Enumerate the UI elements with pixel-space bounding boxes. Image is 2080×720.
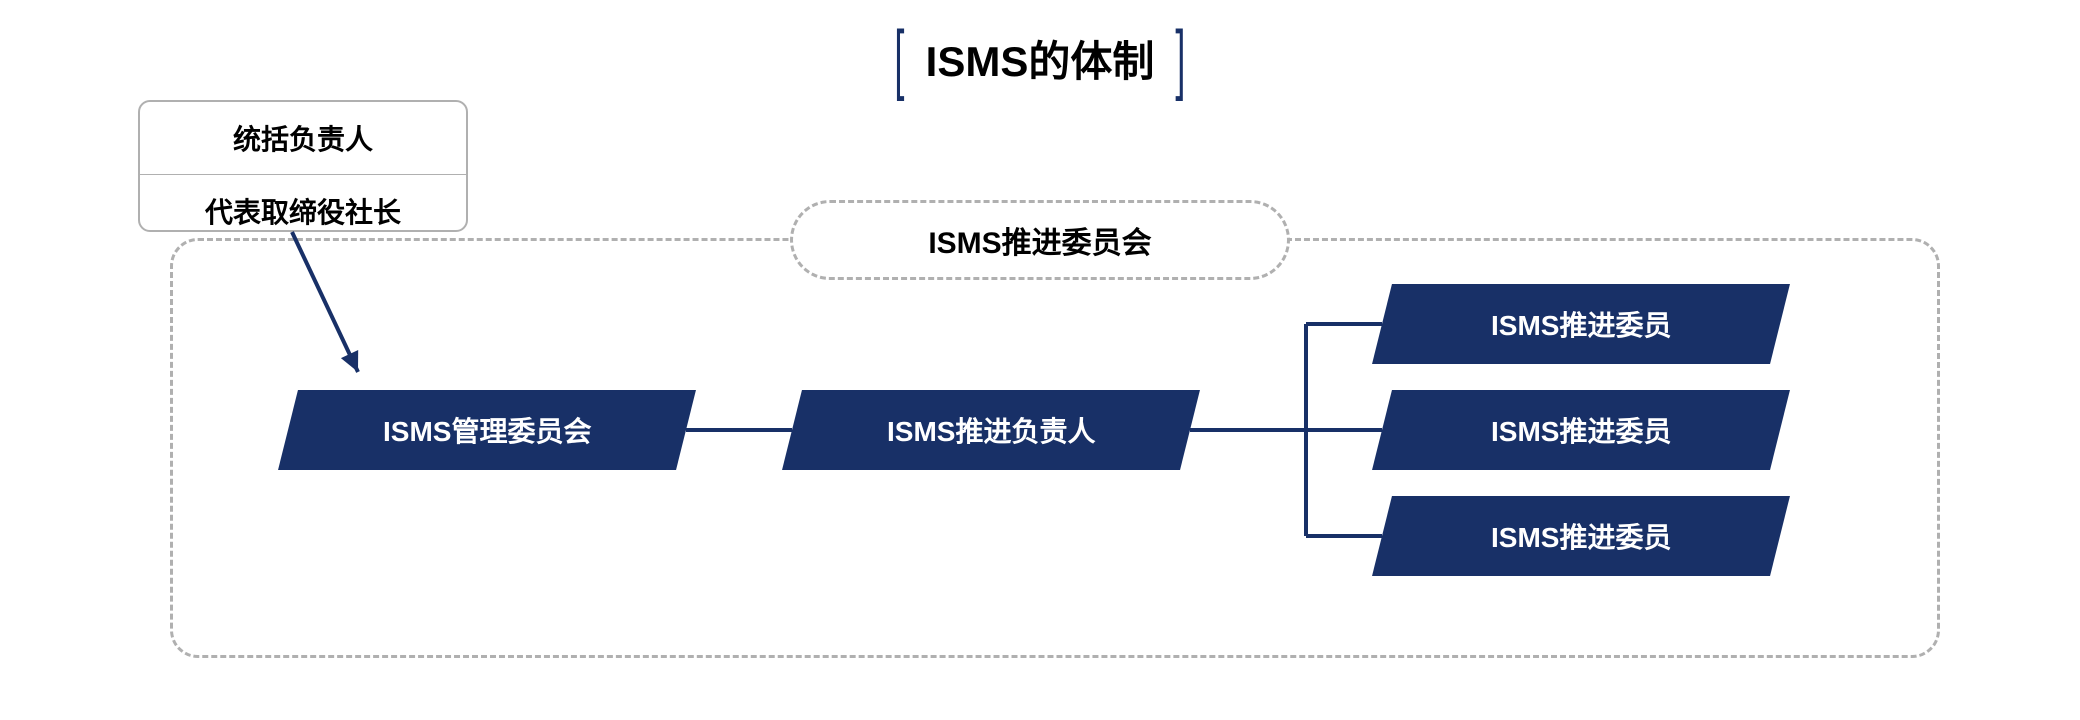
- node-promotion-leader: ISMS推进负责人: [782, 390, 1200, 470]
- node-member-label: ISMS推进委员: [1491, 410, 1671, 450]
- node-promotion-member: ISMS推进委员: [1372, 496, 1790, 576]
- node-leader-label: ISMS推进负责人: [887, 410, 1095, 450]
- diagram-canvas: [ ISMS的体制 [ 统括负责人 代表取缔役社长 ISMS推进委员会 ISMS…: [0, 0, 2080, 720]
- node-promotion-member: ISMS推进委员: [1372, 284, 1790, 364]
- committee-title-label: ISMS推进委员会: [928, 218, 1151, 262]
- supervisor-role: 统括负责人: [140, 102, 466, 174]
- node-promotion-member: ISMS推进委员: [1372, 390, 1790, 470]
- diagram-title: [ ISMS的体制 [: [891, 28, 1189, 89]
- bracket-left-icon: [: [894, 20, 904, 98]
- title-text: ISMS的体制: [926, 28, 1155, 89]
- supervisor-card: 统括负责人 代表取缔役社长: [138, 100, 468, 232]
- node-management-committee: ISMS管理委员会: [278, 390, 696, 470]
- bracket-right-icon: [: [1176, 20, 1186, 98]
- supervisor-person: 代表取缔役社长: [140, 174, 466, 232]
- node-member-label: ISMS推进委员: [1491, 516, 1671, 556]
- committee-title-pill: ISMS推进委员会: [790, 200, 1290, 280]
- node-management-label: ISMS管理委员会: [383, 410, 591, 450]
- node-member-label: ISMS推进委员: [1491, 304, 1671, 344]
